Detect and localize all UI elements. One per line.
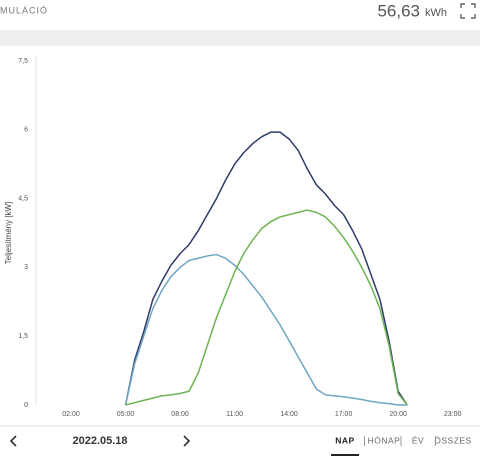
y-tick-label: 1,5 — [18, 333, 28, 340]
header-bar — [0, 0, 480, 30]
x-tick-label: 05:00 — [117, 411, 135, 418]
y-tick-label: 3 — [24, 264, 28, 271]
next-button[interactable] — [183, 435, 191, 447]
x-tick-label: 02:00 — [62, 411, 80, 418]
x-tick-label: 11:00 — [226, 411, 243, 418]
tab[interactable]: ÉV — [412, 435, 424, 445]
y-tick-label: 7,5 — [18, 58, 28, 65]
x-tick-label: 20:00 — [389, 411, 407, 418]
series-line — [125, 209, 408, 406]
y-tick-label: 0 — [24, 402, 28, 409]
header-title: MULÁCIÓ — [0, 5, 48, 15]
prev-button[interactable] — [9, 435, 17, 447]
series-line — [124, 253, 408, 406]
y-tick-label: 4,5 — [18, 195, 28, 202]
header-unit: kWh — [425, 7, 447, 19]
tab[interactable]: ÖSSZES — [434, 435, 471, 445]
x-tick-label: 14:00 — [280, 411, 298, 418]
tabs: NAP HÓNAP ÉV ÖSSZES — [331, 435, 471, 456]
y-axis-label: Teljesítmény [kW] — [4, 202, 13, 265]
x-tick-label: 23:00 — [444, 411, 462, 418]
gap — [0, 30, 480, 46]
expand-icon[interactable] — [460, 3, 476, 19]
x-tick-label: 17:00 — [335, 411, 353, 418]
series-line — [124, 131, 408, 406]
y-tick-label: 6 — [24, 127, 28, 134]
x-tick-label: 08:00 — [171, 411, 189, 418]
tab[interactable]: HÓNAP — [368, 435, 401, 445]
header-total: 56,63 — [377, 1, 420, 20]
tab[interactable]: NAP — [335, 435, 354, 445]
nav-date: 2022.05.18 — [72, 435, 127, 447]
tab-underline — [331, 454, 359, 456]
